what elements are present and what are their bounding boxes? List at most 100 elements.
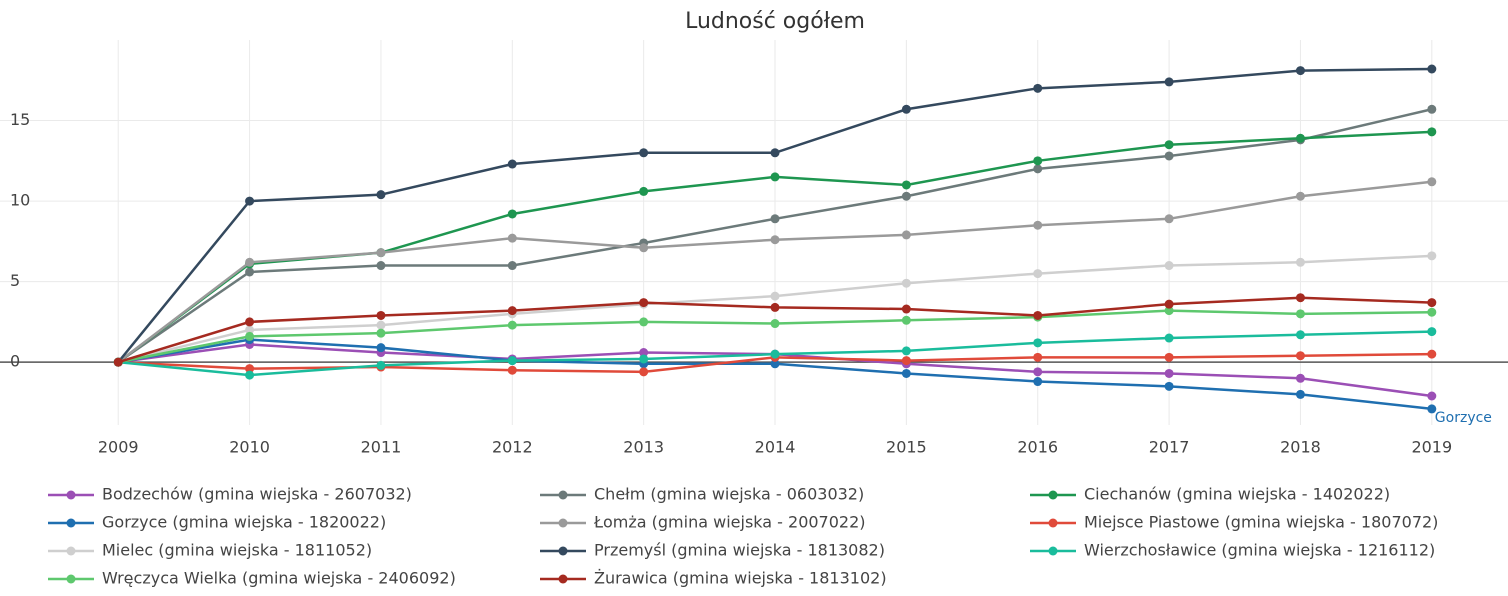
data-point (901, 191, 911, 201)
data-point (1295, 133, 1305, 143)
legend-marker (66, 490, 76, 500)
data-point (1164, 299, 1174, 309)
data-point (245, 364, 255, 374)
data-point (901, 346, 911, 356)
data-point (1164, 151, 1174, 161)
data-point (1033, 310, 1043, 320)
x-tick-label: 2019 (1411, 438, 1452, 457)
data-point (1033, 352, 1043, 362)
data-point (1033, 220, 1043, 230)
data-point (245, 196, 255, 206)
legend-label: Wierzchosławice (gmina wiejska - 1216112… (1084, 541, 1435, 560)
data-point (1295, 389, 1305, 399)
data-point (245, 370, 255, 380)
legend-marker (66, 574, 76, 584)
data-point (1164, 261, 1174, 271)
data-point (376, 320, 386, 330)
data-point (1295, 373, 1305, 383)
data-point (1164, 368, 1174, 378)
x-tick-label: 2017 (1149, 438, 1190, 457)
data-point (1164, 381, 1174, 391)
annotation: Gorzyce (1435, 410, 1492, 426)
data-point (245, 331, 255, 341)
data-point (507, 356, 517, 366)
data-point (507, 209, 517, 219)
data-point (1164, 214, 1174, 224)
data-point (901, 315, 911, 325)
data-point (245, 325, 255, 335)
data-point (1295, 293, 1305, 303)
data-point (507, 365, 517, 375)
legend-marker (558, 574, 568, 584)
data-point (376, 261, 386, 271)
data-point (901, 180, 911, 190)
data-point (1164, 333, 1174, 343)
legend-label: Chełm (gmina wiejska - 0603032) (594, 485, 864, 504)
data-point (1033, 164, 1043, 174)
data-point (1427, 349, 1437, 359)
data-point (245, 267, 255, 277)
data-point (1033, 377, 1043, 387)
data-point (507, 320, 517, 330)
data-point (1295, 191, 1305, 201)
legend-marker (1048, 546, 1058, 556)
data-point (639, 243, 649, 253)
data-point (1427, 307, 1437, 317)
data-point (1033, 156, 1043, 166)
y-tick-label: 5 (10, 271, 20, 290)
x-tick-label: 2015 (886, 438, 927, 457)
data-point (770, 302, 780, 312)
data-point (770, 235, 780, 245)
x-tick-label: 2009 (98, 438, 139, 457)
data-point (113, 357, 123, 367)
data-point (639, 186, 649, 196)
data-point (1164, 306, 1174, 316)
x-tick-label: 2016 (1017, 438, 1058, 457)
legend-label: Łomża (gmina wiejska - 2007022) (593, 513, 866, 532)
legend-label: Ciechanów (gmina wiejska - 1402022) (1084, 485, 1390, 504)
data-point (639, 298, 649, 308)
data-point (1033, 269, 1043, 279)
x-tick-label: 2010 (229, 438, 270, 457)
legend-label: Wręczyca Wielka (gmina wiejska - 2406092… (102, 569, 456, 588)
chart-title: Ludność ogółem (685, 9, 865, 34)
data-point (507, 306, 517, 316)
data-point (901, 230, 911, 240)
data-point (1164, 77, 1174, 87)
data-point (1033, 367, 1043, 377)
data-point (1427, 64, 1437, 74)
data-point (901, 356, 911, 366)
x-tick-label: 2013 (623, 438, 664, 457)
data-point (376, 248, 386, 258)
data-point (1427, 298, 1437, 308)
data-point (376, 343, 386, 353)
data-point (1427, 251, 1437, 261)
data-point (245, 257, 255, 267)
legend-marker (1048, 518, 1058, 528)
data-point (1427, 404, 1437, 414)
x-tick-label: 2011 (361, 438, 402, 457)
data-point (376, 190, 386, 200)
data-point (376, 310, 386, 320)
data-point (1295, 351, 1305, 361)
data-point (770, 148, 780, 158)
data-point (376, 360, 386, 370)
data-point (1295, 257, 1305, 267)
data-point (639, 367, 649, 377)
x-tick-label: 2012 (492, 438, 533, 457)
data-point (1427, 104, 1437, 114)
legend-marker (66, 518, 76, 528)
legend-label: Mielec (gmina wiejska - 1811052) (102, 541, 372, 560)
data-point (507, 159, 517, 169)
data-point (507, 261, 517, 271)
legend-label: Żurawica (gmina wiejska - 1813102) (594, 569, 887, 588)
data-point (770, 291, 780, 301)
data-point (901, 304, 911, 314)
data-point (639, 317, 649, 327)
y-tick-label: 15 (10, 110, 30, 129)
x-tick-label: 2014 (755, 438, 796, 457)
data-point (639, 148, 649, 158)
data-point (1295, 309, 1305, 319)
data-point (1295, 330, 1305, 340)
